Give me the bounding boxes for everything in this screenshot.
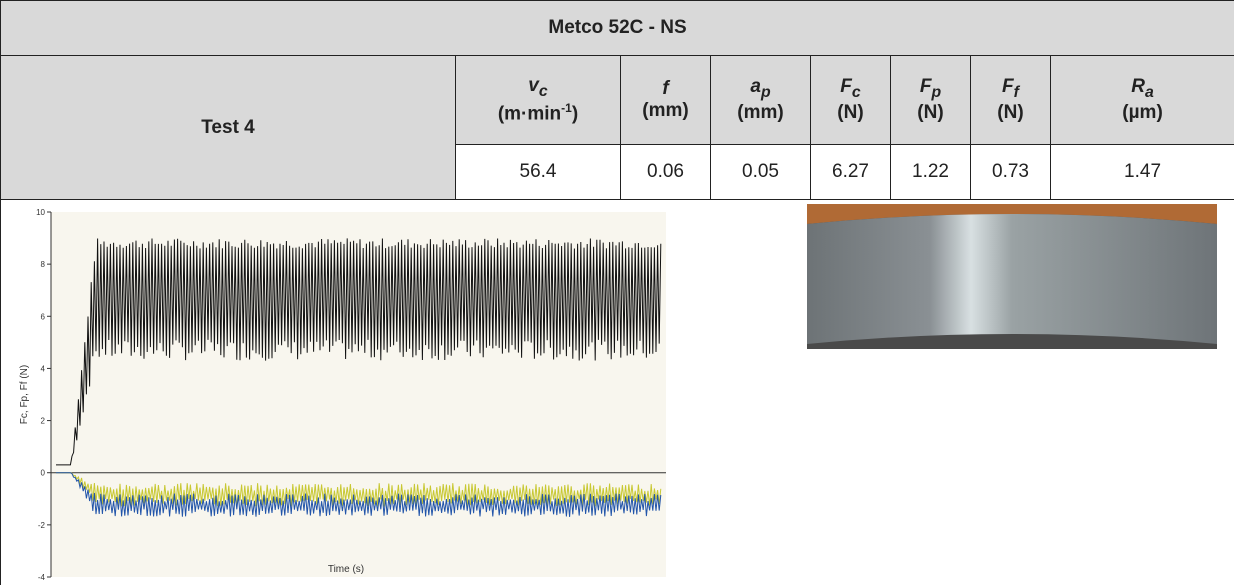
subscript: a	[1144, 83, 1154, 101]
unit: (N)	[997, 101, 1024, 123]
signal-trace	[56, 472, 662, 517]
column-header: f (mm)	[620, 55, 711, 145]
y-tick-label: 8	[41, 260, 46, 269]
value-cell: 1.22	[890, 144, 971, 200]
subscript: f	[1013, 83, 1019, 101]
column-header: Ff (N)	[970, 55, 1051, 145]
unit: (mm)	[642, 100, 689, 121]
surface-photo	[807, 204, 1217, 349]
symbol: a	[750, 76, 761, 98]
symbol: v	[528, 74, 539, 96]
subscript: c	[851, 83, 861, 101]
signal-trace	[56, 238, 662, 466]
column-header: Fp (N)	[890, 55, 971, 145]
y-tick-label: 10	[36, 208, 45, 217]
symbol: F	[1002, 76, 1014, 98]
unit: (N)	[837, 101, 864, 123]
column-header: vc (m·min-1)	[455, 55, 621, 145]
value-cell: 1.47	[1049, 144, 1234, 200]
value-cell: 56.4	[455, 144, 621, 200]
symbol: F	[840, 76, 852, 98]
unit: (m·min	[497, 103, 562, 125]
figure-area: -4 -2 0 2 4 6 8 10 Fc, Fp, Ff (N) Time (s)	[0, 200, 1234, 585]
y-tick-label: 6	[41, 312, 46, 321]
y-tick-label: -4	[38, 573, 46, 582]
symbol: F	[919, 76, 932, 98]
value-cell: 0.05	[710, 144, 811, 200]
unit: (µm)	[1122, 101, 1163, 123]
x-axis-label: Time (s)	[328, 564, 364, 575]
value-cell: 0.06	[620, 144, 711, 200]
symbol: f	[662, 78, 669, 99]
value-cell: 0.73	[970, 144, 1051, 200]
photo-surface	[807, 214, 1217, 344]
unit: (N)	[917, 101, 944, 123]
symbol: R	[1131, 76, 1145, 98]
y-tick-label: 2	[41, 417, 46, 426]
value-cell: 6.27	[810, 144, 891, 200]
column-header: Ra (µm)	[1049, 55, 1234, 145]
unit-end: )	[571, 103, 579, 125]
y-axis-label: Fc, Fp, Ff (N)	[19, 365, 30, 424]
column-header: ap (mm)	[710, 55, 811, 145]
subscript: c	[538, 82, 548, 100]
test-label: Test 4	[0, 55, 456, 200]
y-tick-label: -2	[38, 521, 46, 530]
table-title: Metco 52C - NS	[0, 0, 1234, 56]
y-tick-label: 0	[41, 469, 46, 478]
subscript: p	[931, 83, 942, 101]
y-tick-label: 4	[41, 364, 46, 373]
subscript: p	[760, 83, 771, 101]
superscript: -1	[561, 100, 572, 115]
force-chart: -4 -2 0 2 4 6 8 10 Fc, Fp, Ff (N) Time (s)	[19, 208, 666, 582]
unit: (mm)	[737, 101, 784, 123]
results-table: Metco 52C - NS Test 4 vc (m·min-1) f (mm) ap(…	[0, 0, 1234, 200]
column-header: Fc (N)	[810, 55, 891, 145]
signal-trace	[56, 472, 662, 507]
